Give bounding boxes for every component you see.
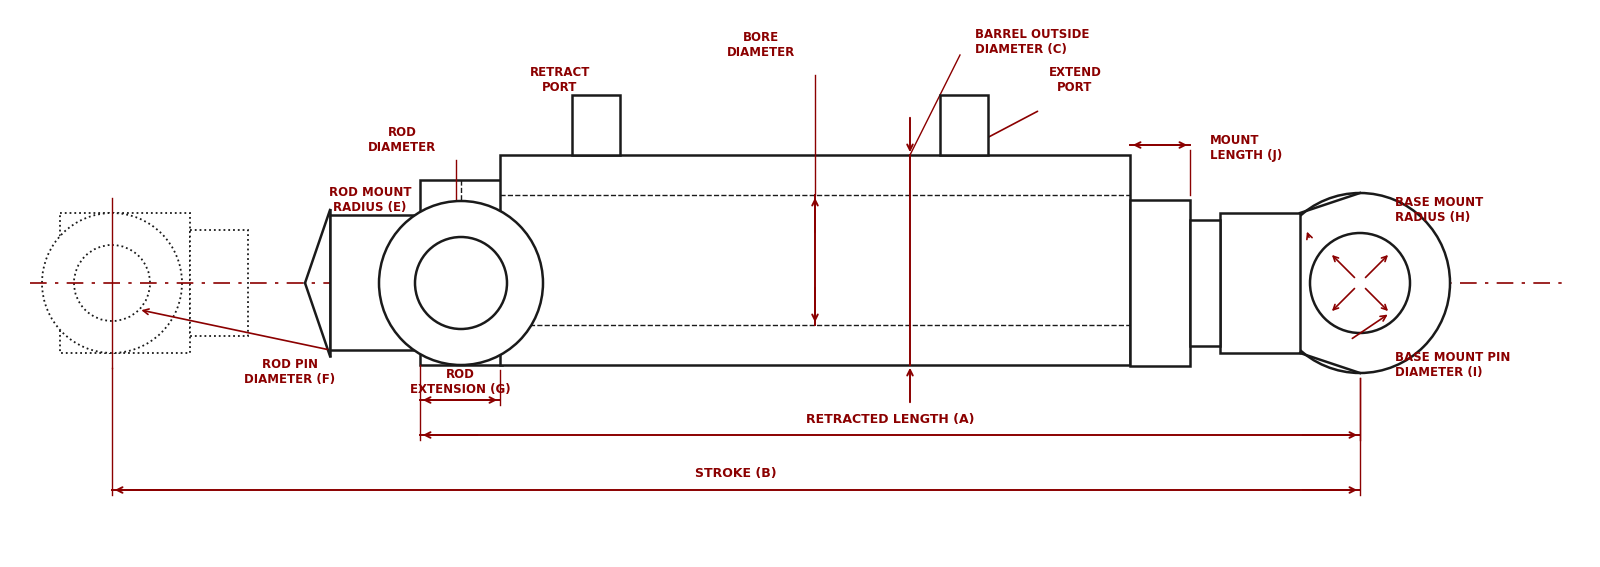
Bar xyxy=(573,95,621,155)
Circle shape xyxy=(74,245,150,321)
Bar xyxy=(330,215,419,350)
Text: RETRACT
PORT: RETRACT PORT xyxy=(530,66,590,94)
Text: ROD PIN
DIAMETER (F): ROD PIN DIAMETER (F) xyxy=(245,358,336,386)
Text: BASE MOUNT
RADIUS (H): BASE MOUNT RADIUS (H) xyxy=(1395,196,1483,224)
Text: ROD
DIAMETER: ROD DIAMETER xyxy=(368,126,435,154)
Bar xyxy=(1130,200,1190,366)
Circle shape xyxy=(42,213,182,353)
Circle shape xyxy=(379,201,542,365)
Bar xyxy=(61,213,190,353)
Bar xyxy=(1190,220,1221,346)
Text: EXTEND
PORT: EXTEND PORT xyxy=(1048,66,1101,94)
Circle shape xyxy=(414,237,507,329)
Text: BARREL OUTSIDE
DIAMETER (C): BARREL OUTSIDE DIAMETER (C) xyxy=(974,28,1090,56)
Text: BASE MOUNT PIN
DIAMETER (I): BASE MOUNT PIN DIAMETER (I) xyxy=(1395,351,1510,379)
Circle shape xyxy=(1270,193,1450,373)
Text: MOUNT
LENGTH (J): MOUNT LENGTH (J) xyxy=(1210,134,1282,162)
Bar xyxy=(941,95,989,155)
Text: ROD
EXTENSION (G): ROD EXTENSION (G) xyxy=(410,368,510,396)
Circle shape xyxy=(1310,233,1410,333)
Bar xyxy=(190,230,248,336)
Text: STROKE (B): STROKE (B) xyxy=(694,468,778,480)
Bar xyxy=(1221,213,1299,353)
Bar xyxy=(499,155,1130,365)
Text: ROD MOUNT
RADIUS (E): ROD MOUNT RADIUS (E) xyxy=(328,186,411,214)
Bar xyxy=(419,180,502,365)
Text: RETRACTED LENGTH (A): RETRACTED LENGTH (A) xyxy=(806,413,974,425)
Text: BORE
DIAMETER: BORE DIAMETER xyxy=(726,31,795,59)
